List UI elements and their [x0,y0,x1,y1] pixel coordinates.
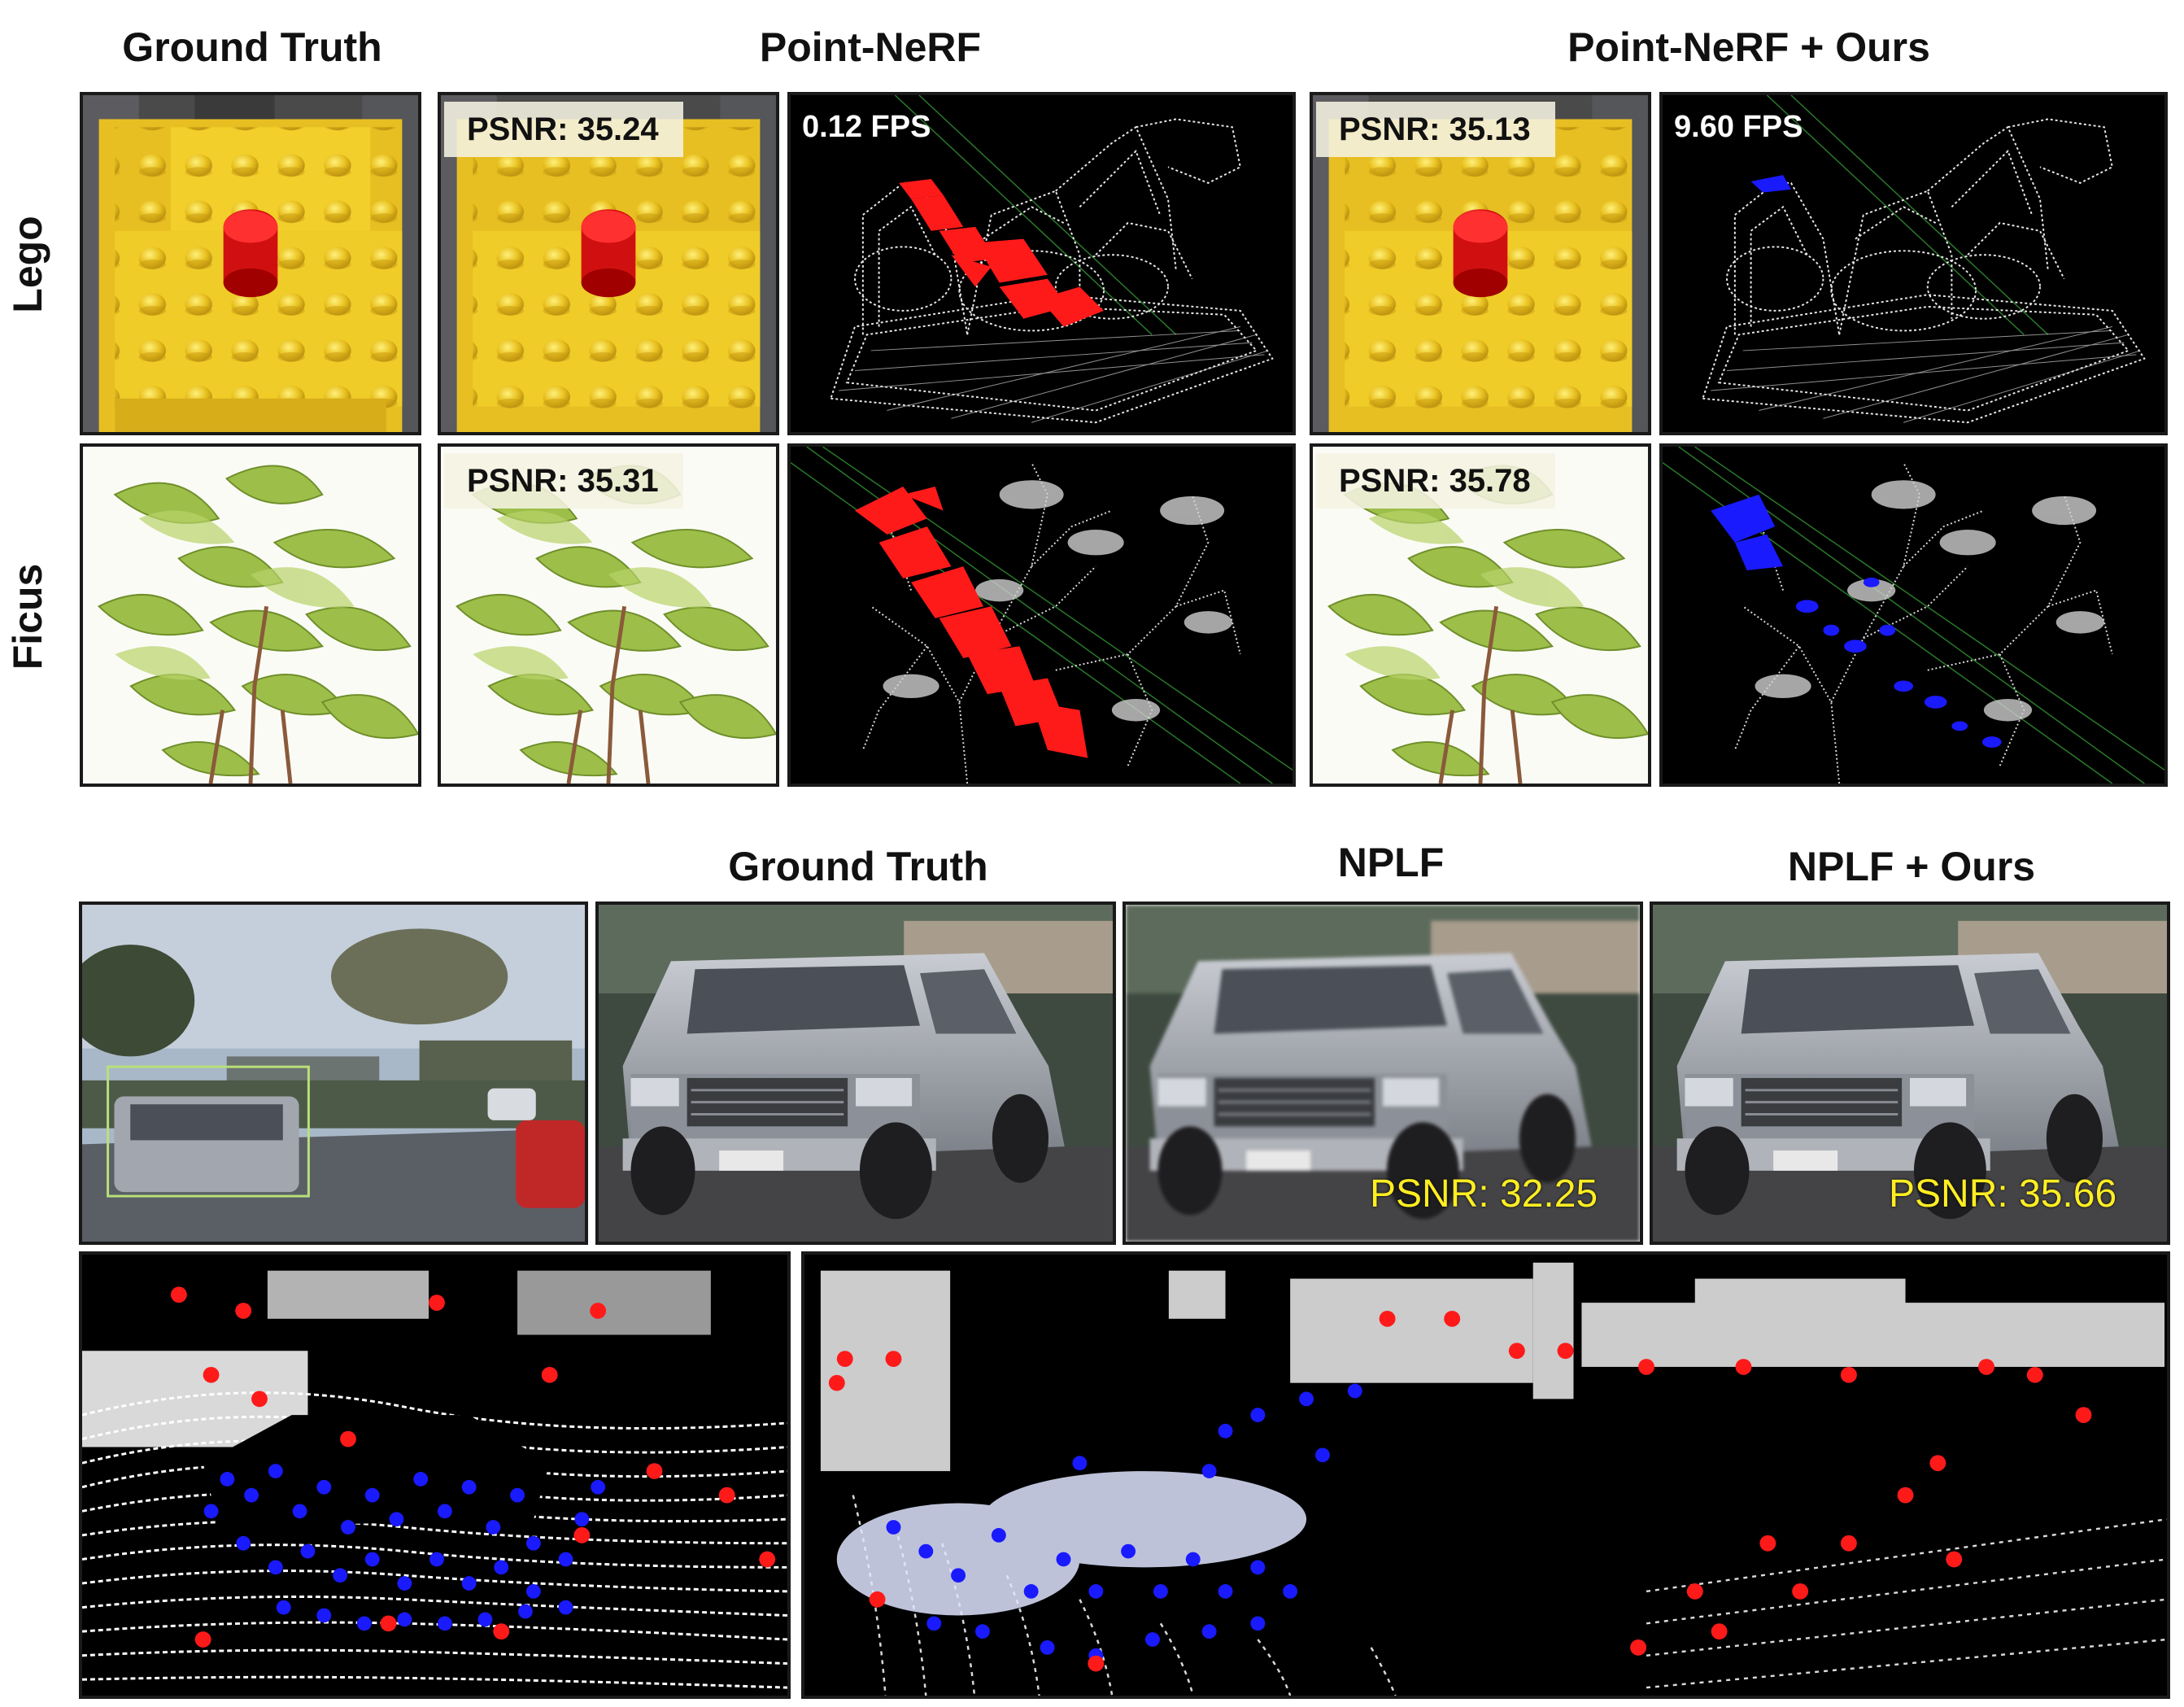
header-nplf: NPLF [1337,840,1445,885]
ficus-ground-truth-image [80,443,421,787]
lego-point-nerf-point-cloud: 0.12 FPS [787,92,1296,435]
lego-point-nerf-fps: 0.12 FPS [802,110,931,144]
lego-ours-psnr: PSNR: 35.13 [1316,102,1555,157]
lego-ours-point-cloud: 9.60 FPS [1659,92,2168,435]
car-ground-truth-image [595,902,1116,1245]
car-nplf-ours-psnr: PSNR: 35.66 [1889,1172,2117,1216]
lego-ours-render: PSNR: 35.13 [1310,92,1651,435]
header-point-nerf: Point-NeRF [759,24,982,70]
ficus-ours-psnr: PSNR: 35.78 [1316,453,1555,509]
ficus-point-nerf-psnr: PSNR: 35.31 [444,453,683,509]
ficus-point-nerf-point-cloud [787,443,1296,787]
lego-point-nerf-render: PSNR: 35.24 [438,92,779,435]
car-nplf-render: PSNR: 32.25 [1123,902,1643,1245]
header-ground-truth-bottom: Ground Truth [728,844,988,889]
ficus-ours-render: PSNR: 35.78 [1310,443,1651,787]
lego-ours-fps: 9.60 FPS [1674,110,1803,144]
row-label-ficus: Ficus [5,563,50,670]
header-point-nerf-ours: Point-NeRF + Ours [1567,24,1930,70]
car-nplf-ours-render: PSNR: 35.66 [1650,902,2170,1245]
lego-point-nerf-psnr: PSNR: 35.24 [444,102,683,157]
car-nplf-psnr: PSNR: 32.25 [1370,1172,1598,1216]
street-scene-overview [79,902,588,1245]
header-ground-truth-top: Ground Truth [122,24,382,70]
ficus-ours-point-cloud [1659,443,2168,787]
row-label-lego: Lego [5,216,50,313]
ficus-point-nerf-render: PSNR: 35.31 [438,443,779,787]
street-point-cloud-wide [801,1251,2170,1699]
lego-ground-truth-image [80,92,421,435]
header-nplf-ours: NPLF + Ours [1787,844,2036,889]
car-point-cloud-closeup [79,1251,791,1699]
